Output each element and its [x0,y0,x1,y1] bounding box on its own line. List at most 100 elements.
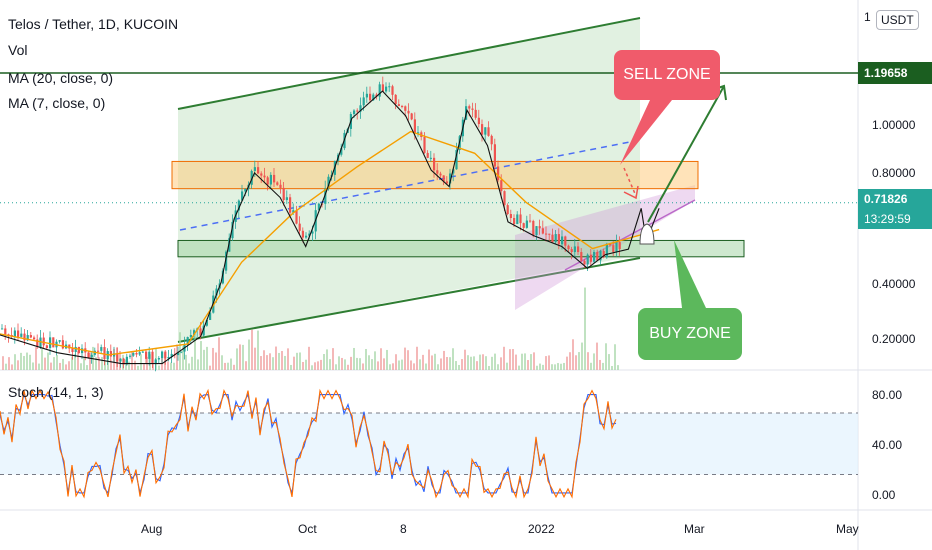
candle-body [589,254,592,262]
volume-bar [221,355,223,370]
volume-bar [101,356,103,370]
volume-bar [263,350,265,370]
candle-body [353,110,356,115]
candle-body [410,113,413,120]
volume-bar [323,354,325,370]
candle-body [500,180,503,192]
candle-body [369,93,372,101]
volume-bar [41,346,43,370]
volume-bar [539,363,541,370]
candle-body [567,245,570,250]
candle-body [557,234,560,245]
time-label-8: 8 [400,522,407,536]
candle-body [68,344,71,349]
candle-body [381,84,384,92]
candle-body [225,251,228,271]
volume-bar [497,364,499,370]
volume-bar [347,364,349,370]
candle-body [324,188,327,204]
time-label-mar: Mar [684,522,705,536]
down-arrow-head [623,185,639,200]
volume-bar [86,365,88,370]
volume-bar [566,356,568,370]
volume-bar [389,364,391,370]
volume-bar [83,356,85,370]
candle-body [45,345,48,348]
volume-bar [278,352,280,370]
volume-bar [71,356,73,370]
stoch-band [0,413,858,475]
candle-body [119,358,122,362]
volume-bar [425,363,427,370]
channel-upper-line [177,17,641,110]
candle-body [193,330,196,335]
volume-bar [215,352,217,370]
candle-body [279,184,282,188]
candle-body [529,220,532,222]
volume-bar [593,353,595,370]
candle-body [308,233,311,236]
volume-bar [461,359,463,370]
candle-body [385,86,388,92]
volume-bar [380,348,382,370]
candle-body [276,182,279,185]
volume-bar [452,348,454,370]
volume-bar [341,357,343,370]
candle-body [13,330,16,337]
candle-body [52,337,55,348]
candle-body [609,243,612,246]
volume-bar [239,344,241,370]
volume-bar [467,355,469,370]
volume-bar [65,364,67,370]
candle-body [221,270,224,284]
volume-bar [134,360,136,370]
currency-button[interactable]: USDT [876,10,919,30]
volume-bar [518,365,520,370]
candle-body [42,337,45,346]
alert-bell-icon [639,223,655,245]
time-label-2022: 2022 [528,522,555,536]
candle-body [273,174,276,183]
candle-body [404,106,407,111]
volume-bar [455,361,457,370]
volume-bar [608,354,610,370]
price-label-0-8: 0.80000 [872,166,916,180]
candle-body [145,351,148,359]
time-label-aug: Aug [141,522,163,536]
volume-bar [260,356,262,370]
candle-body [170,353,173,357]
price-label-0-4: 0.40000 [872,277,916,291]
volume-bar [311,365,313,370]
volume-bar [227,362,229,370]
candle-body [164,351,167,359]
volume-bar [176,344,178,370]
volume-bar [143,364,145,370]
candle-body [241,191,244,201]
buy-zone-band [177,239,745,258]
volume-bar [428,349,430,370]
volume-bar [11,364,13,370]
volume-bar [110,360,112,370]
candle-body [468,106,471,109]
volume-bar [14,354,16,370]
volume-bar [362,363,364,370]
volume-bar [185,354,187,370]
volume-bar [482,354,484,370]
candle-body [426,152,429,158]
candle-body [257,167,260,174]
candle-body [340,148,343,155]
volume-bar [338,356,340,370]
volume-bar [44,357,46,370]
candle-body [157,358,160,360]
volume-bar [50,362,52,370]
price-label-0-2: 0.20000 [872,332,916,346]
volume-bar [191,356,193,370]
candle-body [474,109,477,118]
candle-body [417,132,420,134]
stoch-label-80: 80.00 [872,388,903,402]
volume-bar [479,354,481,370]
volume-bar [2,356,4,370]
volume-bar [236,348,238,370]
volume-bar [602,362,604,370]
